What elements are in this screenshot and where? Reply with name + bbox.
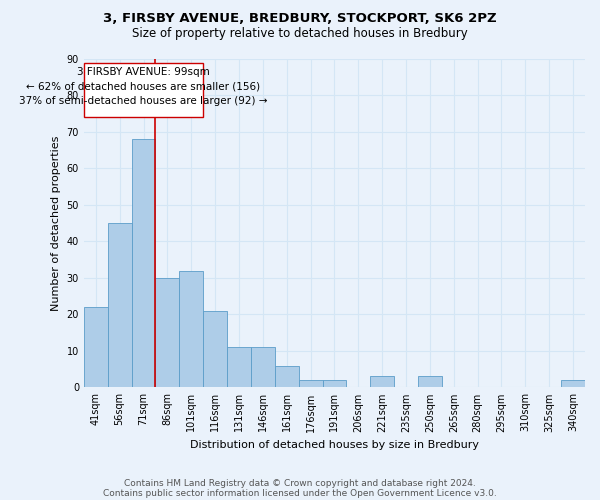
Bar <box>131 140 155 388</box>
Bar <box>84 307 108 388</box>
Text: ← 62% of detached houses are smaller (156): ← 62% of detached houses are smaller (15… <box>26 82 260 92</box>
Bar <box>251 348 275 388</box>
X-axis label: Distribution of detached houses by size in Bredbury: Distribution of detached houses by size … <box>190 440 479 450</box>
Text: 3 FIRSBY AVENUE: 99sqm: 3 FIRSBY AVENUE: 99sqm <box>77 67 210 77</box>
Text: 37% of semi-detached houses are larger (92) →: 37% of semi-detached houses are larger (… <box>19 96 268 106</box>
Bar <box>227 348 251 388</box>
Bar <box>299 380 323 388</box>
Text: Size of property relative to detached houses in Bredbury: Size of property relative to detached ho… <box>132 28 468 40</box>
Y-axis label: Number of detached properties: Number of detached properties <box>51 136 61 311</box>
Bar <box>561 380 585 388</box>
Text: Contains HM Land Registry data © Crown copyright and database right 2024.: Contains HM Land Registry data © Crown c… <box>124 478 476 488</box>
Bar <box>323 380 346 388</box>
Bar <box>418 376 442 388</box>
Bar <box>155 278 179 388</box>
Bar <box>179 270 203 388</box>
Bar <box>203 311 227 388</box>
Bar <box>108 223 131 388</box>
Bar <box>275 366 299 388</box>
Text: Contains public sector information licensed under the Open Government Licence v3: Contains public sector information licen… <box>103 488 497 498</box>
Text: 3, FIRSBY AVENUE, BREDBURY, STOCKPORT, SK6 2PZ: 3, FIRSBY AVENUE, BREDBURY, STOCKPORT, S… <box>103 12 497 26</box>
Bar <box>370 376 394 388</box>
FancyBboxPatch shape <box>84 62 203 118</box>
